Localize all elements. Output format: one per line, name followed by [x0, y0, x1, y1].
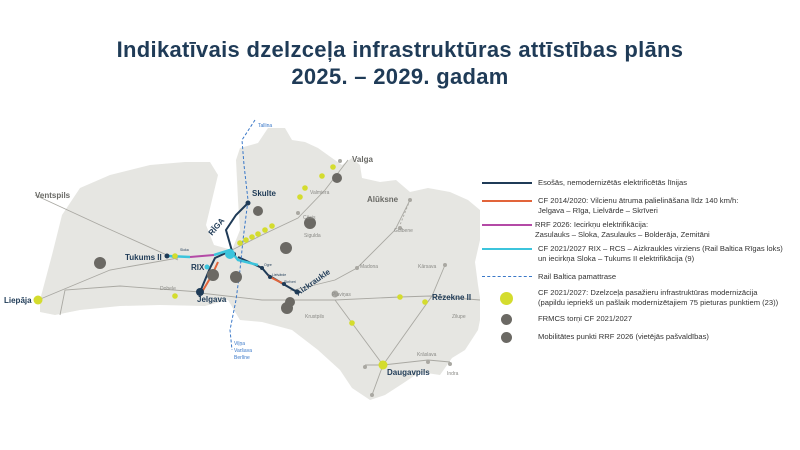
- label-gulbene: Gulbene: [394, 228, 413, 234]
- label-madona: Madona: [360, 264, 378, 270]
- legend-text: Jelgava – Rīga, Lielvārde – Skrīveri: [538, 206, 658, 215]
- label-vilna: Viļņa: [234, 341, 245, 347]
- label-rix: RIX: [191, 263, 205, 272]
- label-lielvarde: Lielvārde: [272, 273, 286, 277]
- label-berline: Berlīne: [234, 355, 250, 361]
- latvia-land: [40, 128, 480, 400]
- title-line-1: Indikatīvais dzelzceļa infrastruktūras a…: [116, 37, 684, 62]
- label-karsava: Kārsava: [418, 264, 437, 270]
- riga-station: [225, 249, 235, 259]
- label-ogre: Ogre: [264, 263, 272, 267]
- legend-text: Mobilitātes punkti RRF 2026 (vietējās pa…: [538, 332, 709, 341]
- line-rrf-swatch: [482, 224, 532, 226]
- title-line-2: 2025. – 2029. gadam: [291, 64, 509, 89]
- label-daugavpils: Daugavpils: [387, 368, 430, 377]
- label-aluksne: Alūksne: [367, 195, 399, 204]
- label-skriveri: Skrīveri: [284, 280, 296, 284]
- frmcs-tower-icon: [501, 314, 512, 325]
- label-valmiera: Valmiera: [310, 190, 330, 196]
- label-indra: Indra: [447, 371, 459, 377]
- label-plavinas: Pļaviņas: [332, 292, 351, 298]
- rix-station: [204, 264, 210, 270]
- legend-text: CF 2021/2027: Dzelzceļa pasažieru infras…: [538, 288, 758, 297]
- legend-text: Esošās, nemodernizētās elektrificētās lī…: [538, 178, 687, 187]
- station-dot-icon: [500, 292, 513, 305]
- legend-text: CF 2021/2027 RIX – RCS – Aizkraukles vir…: [538, 244, 783, 253]
- label-tallina: Tallina: [258, 123, 272, 129]
- legend-text: (papildu iepriekš un pašlaik modernizēta…: [538, 298, 779, 307]
- label-sloka: Sloka: [180, 248, 189, 252]
- frmcs-tower-icons: [94, 217, 316, 314]
- minor-stations: [296, 159, 452, 397]
- line-cf2014-swatch: [482, 200, 532, 202]
- legend-text: Rail Baltica pamattrase: [538, 272, 617, 281]
- label-kraslava: Krāslava: [417, 352, 437, 358]
- railway-map: Ventspils Liepāja Tukums II Jelgava RIX …: [4, 119, 480, 400]
- label-skulte: Skulte: [252, 189, 277, 198]
- label-tukums: Tukums II: [125, 253, 162, 262]
- label-rezekne: Rēzekne II: [432, 293, 471, 302]
- mobility-point-icon: [501, 332, 512, 343]
- modernized-stations: [33, 164, 428, 370]
- label-krustpils: Krustpils: [305, 314, 325, 320]
- label-zilupe: Zilupe: [452, 314, 466, 320]
- line-cf2021-swatch: [482, 248, 532, 250]
- line-rail-baltica-swatch: [482, 276, 532, 277]
- label-cesis: Cēsis: [303, 215, 316, 221]
- legend-text: CF 2014/2020: Vilcienu ātruma palielināš…: [538, 196, 739, 205]
- label-ventspils: Ventspils: [35, 191, 71, 200]
- legend-text: un iecirkņa Sloka – Tukums II elektrifik…: [538, 254, 695, 263]
- legend-text: RRF 2026: Iecirkņu elektrifikācija:: [535, 220, 649, 229]
- label-varsava: Varšava: [234, 348, 252, 354]
- rail-baltica-line: [229, 119, 256, 351]
- rrf-electrification: [189, 254, 215, 258]
- label-liepaja: Liepāja: [4, 296, 32, 305]
- line-existing-swatch: [482, 182, 532, 184]
- label-dobele: Dobele: [160, 286, 176, 292]
- label-sigulda: Sigulda: [304, 233, 321, 239]
- legend-text: FRMCS torņi CF 2021/2027: [538, 314, 633, 323]
- label-riga: RĪGA: [207, 216, 227, 237]
- legend: Esošās, nemodernizētās elektrificētās lī…: [480, 0, 800, 450]
- label-valga: Valga: [352, 155, 373, 164]
- legend-text: Zasulauks – Sloka, Zasulauks – Bolderāja…: [535, 230, 710, 239]
- dashed-minor-line: [399, 199, 411, 226]
- label-jelgava: Jelgava: [197, 295, 227, 304]
- mobility-point-icons: [253, 173, 342, 307]
